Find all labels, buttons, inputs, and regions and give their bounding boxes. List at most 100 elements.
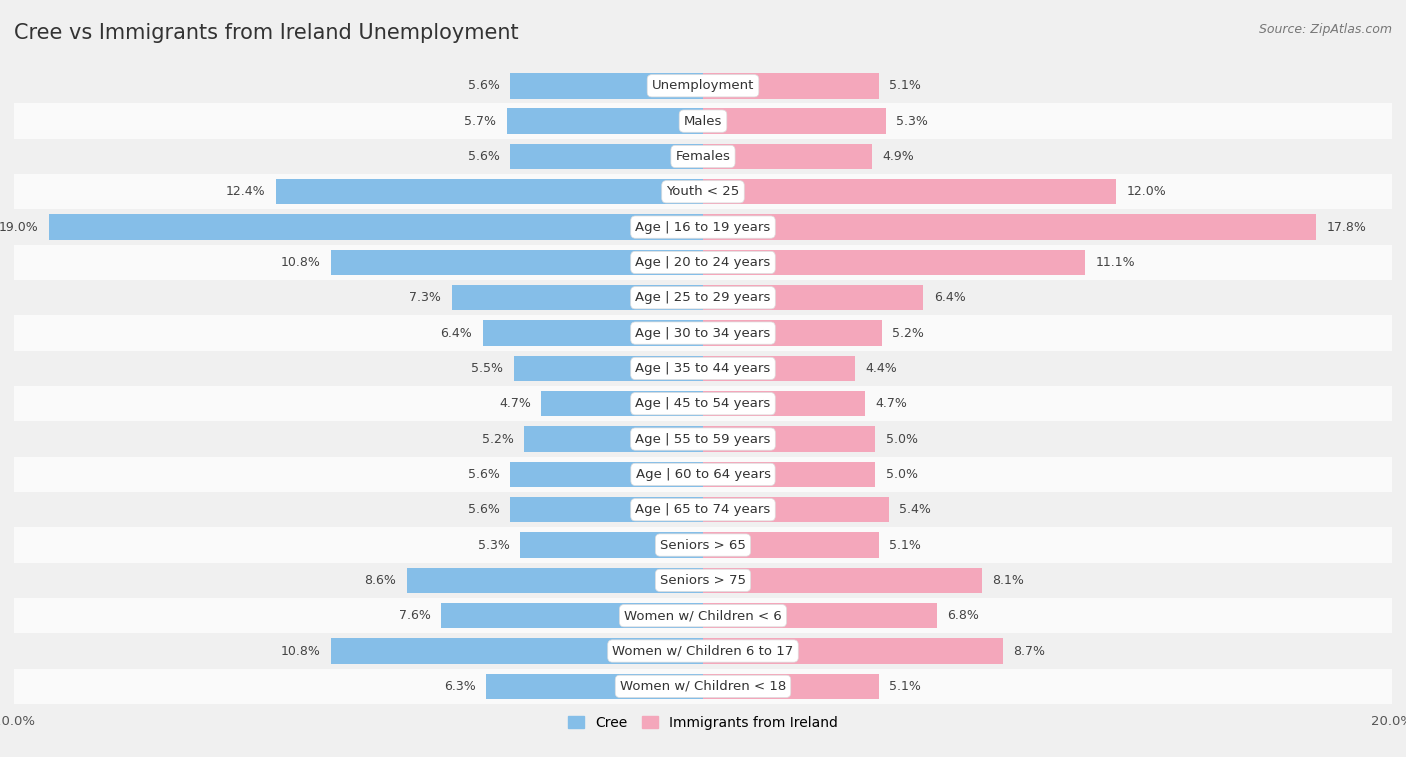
- Bar: [541, 391, 703, 416]
- Bar: [506, 108, 703, 134]
- Text: 5.0%: 5.0%: [886, 468, 918, 481]
- Text: Age | 30 to 34 years: Age | 30 to 34 years: [636, 326, 770, 340]
- Bar: [703, 285, 924, 310]
- Text: 6.8%: 6.8%: [948, 609, 980, 622]
- Bar: [510, 462, 703, 487]
- Bar: [14, 456, 1392, 492]
- Text: Youth < 25: Youth < 25: [666, 185, 740, 198]
- Text: 19.0%: 19.0%: [0, 220, 38, 234]
- Bar: [520, 532, 703, 558]
- Text: Cree vs Immigrants from Ireland Unemployment: Cree vs Immigrants from Ireland Unemploy…: [14, 23, 519, 42]
- Bar: [276, 179, 703, 204]
- Text: 5.0%: 5.0%: [886, 432, 918, 446]
- Bar: [14, 528, 1392, 562]
- Text: 10.8%: 10.8%: [281, 644, 321, 658]
- Text: 4.9%: 4.9%: [882, 150, 914, 163]
- Text: Males: Males: [683, 114, 723, 128]
- Bar: [14, 316, 1392, 350]
- Bar: [703, 532, 879, 558]
- Text: Seniors > 65: Seniors > 65: [659, 538, 747, 552]
- Bar: [703, 73, 879, 98]
- Text: 17.8%: 17.8%: [1326, 220, 1367, 234]
- Text: 6.4%: 6.4%: [440, 326, 472, 340]
- Text: 5.6%: 5.6%: [468, 503, 499, 516]
- Bar: [703, 144, 872, 169]
- Text: 5.6%: 5.6%: [468, 79, 499, 92]
- Text: Age | 65 to 74 years: Age | 65 to 74 years: [636, 503, 770, 516]
- Bar: [14, 210, 1392, 245]
- Bar: [703, 603, 938, 628]
- Bar: [524, 426, 703, 452]
- Text: 7.3%: 7.3%: [409, 291, 441, 304]
- Text: Age | 60 to 64 years: Age | 60 to 64 years: [636, 468, 770, 481]
- Text: 6.3%: 6.3%: [444, 680, 475, 693]
- Bar: [486, 674, 703, 699]
- Text: 4.7%: 4.7%: [499, 397, 531, 410]
- Text: Women w/ Children 6 to 17: Women w/ Children 6 to 17: [613, 644, 793, 658]
- Text: 5.1%: 5.1%: [889, 680, 921, 693]
- Bar: [14, 245, 1392, 280]
- Text: 8.7%: 8.7%: [1012, 644, 1045, 658]
- Bar: [703, 391, 865, 416]
- Bar: [451, 285, 703, 310]
- Bar: [14, 422, 1392, 456]
- Bar: [14, 668, 1392, 704]
- Text: Women w/ Children < 18: Women w/ Children < 18: [620, 680, 786, 693]
- Text: 10.8%: 10.8%: [281, 256, 321, 269]
- Bar: [14, 139, 1392, 174]
- Bar: [14, 492, 1392, 528]
- Bar: [406, 568, 703, 593]
- Text: Age | 35 to 44 years: Age | 35 to 44 years: [636, 362, 770, 375]
- Text: 4.4%: 4.4%: [865, 362, 897, 375]
- Bar: [48, 214, 703, 240]
- Text: Women w/ Children < 6: Women w/ Children < 6: [624, 609, 782, 622]
- Bar: [703, 568, 981, 593]
- Text: 5.3%: 5.3%: [478, 538, 510, 552]
- Text: 11.1%: 11.1%: [1095, 256, 1135, 269]
- Bar: [14, 68, 1392, 104]
- Bar: [14, 104, 1392, 139]
- Text: 4.7%: 4.7%: [875, 397, 907, 410]
- Text: 12.0%: 12.0%: [1126, 185, 1167, 198]
- Text: Seniors > 75: Seniors > 75: [659, 574, 747, 587]
- Bar: [441, 603, 703, 628]
- Text: Age | 45 to 54 years: Age | 45 to 54 years: [636, 397, 770, 410]
- Text: 5.1%: 5.1%: [889, 538, 921, 552]
- Bar: [482, 320, 703, 346]
- Text: Age | 20 to 24 years: Age | 20 to 24 years: [636, 256, 770, 269]
- Text: Source: ZipAtlas.com: Source: ZipAtlas.com: [1258, 23, 1392, 36]
- Bar: [14, 562, 1392, 598]
- Bar: [14, 634, 1392, 668]
- Bar: [510, 144, 703, 169]
- Bar: [703, 497, 889, 522]
- Bar: [703, 356, 855, 381]
- Bar: [703, 250, 1085, 275]
- Bar: [703, 179, 1116, 204]
- Bar: [703, 674, 879, 699]
- Text: 5.2%: 5.2%: [893, 326, 924, 340]
- Text: 8.1%: 8.1%: [993, 574, 1024, 587]
- Text: Age | 25 to 29 years: Age | 25 to 29 years: [636, 291, 770, 304]
- Bar: [14, 598, 1392, 634]
- Bar: [703, 426, 875, 452]
- Bar: [14, 386, 1392, 422]
- Bar: [703, 320, 882, 346]
- Bar: [703, 214, 1316, 240]
- Text: 8.6%: 8.6%: [364, 574, 396, 587]
- Text: 5.6%: 5.6%: [468, 150, 499, 163]
- Text: 5.7%: 5.7%: [464, 114, 496, 128]
- Text: Age | 16 to 19 years: Age | 16 to 19 years: [636, 220, 770, 234]
- Text: 7.6%: 7.6%: [399, 609, 430, 622]
- Text: 5.4%: 5.4%: [900, 503, 931, 516]
- Bar: [510, 497, 703, 522]
- Legend: Cree, Immigrants from Ireland: Cree, Immigrants from Ireland: [562, 710, 844, 735]
- Bar: [330, 638, 703, 664]
- Text: 6.4%: 6.4%: [934, 291, 966, 304]
- Text: 12.4%: 12.4%: [226, 185, 266, 198]
- Bar: [14, 280, 1392, 316]
- Bar: [703, 462, 875, 487]
- Bar: [510, 73, 703, 98]
- Bar: [513, 356, 703, 381]
- Bar: [703, 108, 886, 134]
- Bar: [703, 638, 1002, 664]
